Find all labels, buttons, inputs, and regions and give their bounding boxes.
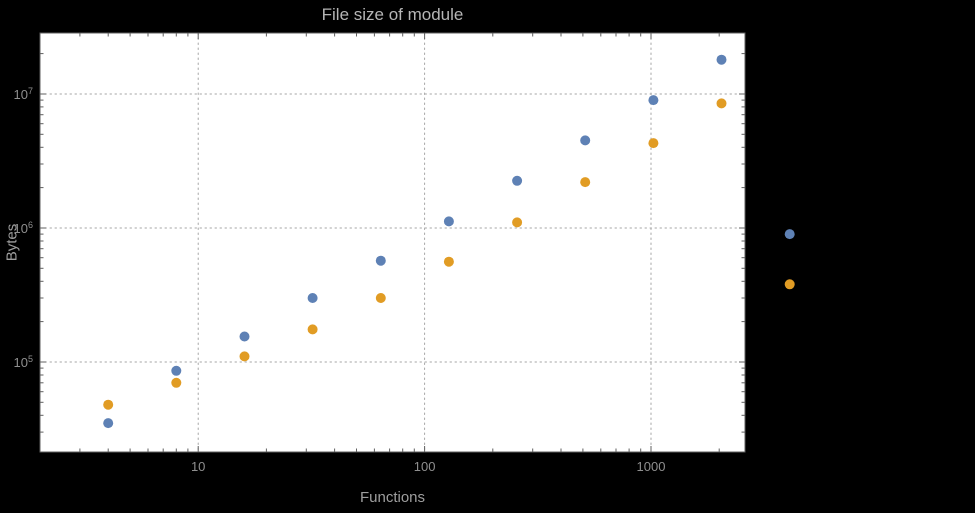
data-point	[239, 331, 250, 342]
chart-title: File size of module	[321, 5, 464, 24]
data-point	[171, 377, 182, 388]
data-point	[171, 365, 182, 376]
data-points-orange	[103, 98, 795, 410]
x-tick-label: 1000	[636, 459, 666, 474]
data-points-blue	[103, 54, 795, 429]
data-point	[375, 255, 386, 266]
data-point	[307, 293, 318, 303]
data-point	[512, 175, 523, 186]
x-tick-label: 10	[190, 459, 206, 474]
plot-area-background	[40, 33, 745, 452]
data-point	[375, 293, 386, 303]
data-point	[443, 216, 454, 227]
data-point	[103, 418, 114, 429]
data-point	[580, 135, 591, 146]
data-point	[784, 229, 795, 240]
frame-ticks	[40, 33, 745, 452]
data-point	[443, 256, 454, 267]
data-point	[648, 138, 659, 149]
data-point	[716, 98, 727, 109]
data-point	[716, 54, 727, 65]
data-point	[580, 177, 591, 188]
data-point	[103, 399, 114, 410]
data-point	[648, 95, 659, 106]
y-tick-label: 107	[13, 85, 33, 103]
x-tick-label: 100	[413, 459, 436, 474]
plot-frame	[39, 32, 746, 453]
y-tick-label: 106	[13, 219, 33, 237]
data-point	[512, 217, 523, 228]
data-point	[239, 351, 250, 362]
data-point	[307, 324, 318, 335]
x-axis-label: Functions	[359, 489, 426, 506]
y-tick-label: 105	[13, 353, 33, 371]
data-point	[784, 279, 795, 290]
